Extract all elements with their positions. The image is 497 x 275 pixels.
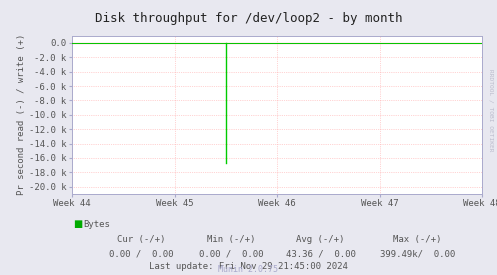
Text: Avg (-/+): Avg (-/+) bbox=[296, 235, 345, 244]
Text: 399.49k/  0.00: 399.49k/ 0.00 bbox=[380, 250, 455, 259]
Text: Cur (-/+): Cur (-/+) bbox=[117, 235, 166, 244]
Y-axis label: Pr second read (-) / write (+): Pr second read (-) / write (+) bbox=[17, 34, 26, 196]
Text: Last update: Fri Nov 29 21:45:00 2024: Last update: Fri Nov 29 21:45:00 2024 bbox=[149, 262, 348, 271]
Text: RRDTOOL / TOBI OETIKER: RRDTOOL / TOBI OETIKER bbox=[489, 69, 494, 151]
Text: 0.00 /  0.00: 0.00 / 0.00 bbox=[199, 250, 263, 259]
Text: Max (-/+): Max (-/+) bbox=[393, 235, 442, 244]
Text: ■: ■ bbox=[74, 219, 83, 229]
Text: Min (-/+): Min (-/+) bbox=[207, 235, 255, 244]
Text: 43.36 /  0.00: 43.36 / 0.00 bbox=[286, 250, 355, 259]
Text: Disk throughput for /dev/loop2 - by month: Disk throughput for /dev/loop2 - by mont… bbox=[95, 12, 402, 25]
Text: Munin 2.0.75: Munin 2.0.75 bbox=[219, 265, 278, 274]
Text: 0.00 /  0.00: 0.00 / 0.00 bbox=[109, 250, 174, 259]
Text: Bytes: Bytes bbox=[83, 220, 110, 229]
